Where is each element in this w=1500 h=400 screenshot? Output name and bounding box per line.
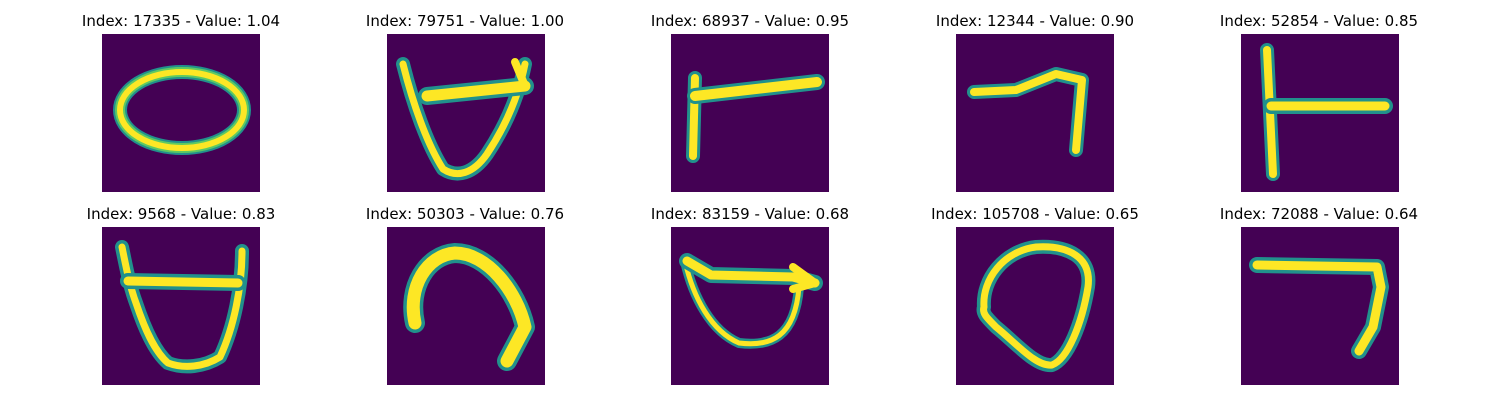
panel-title: Index: 105708 - Value: 0.65 — [931, 205, 1139, 223]
panel-title: Index: 12344 - Value: 0.90 — [935, 12, 1135, 30]
open-cup-icon — [387, 34, 545, 192]
oval-icon — [102, 34, 260, 192]
t-shape-icon — [1241, 34, 1399, 192]
corner-icon — [671, 34, 829, 192]
open-cup-icon — [102, 227, 260, 385]
panel-title: Index: 68937 - Value: 0.95 — [650, 12, 850, 30]
bowl-icon — [671, 227, 829, 385]
panel-title: Index: 17335 - Value: 1.04 — [81, 12, 281, 30]
hook-icon — [1241, 227, 1399, 385]
panel-title: Index: 72088 - Value: 0.64 — [1219, 205, 1419, 223]
loop-icon — [956, 227, 1114, 385]
panel-title: Index: 79751 - Value: 1.00 — [365, 12, 565, 30]
panel-title: Index: 9568 - Value: 0.83 — [86, 205, 276, 223]
hook-icon — [956, 34, 1114, 192]
panel-title: Index: 50303 - Value: 0.76 — [365, 205, 565, 223]
panel-title: Index: 52854 - Value: 0.85 — [1219, 12, 1419, 30]
arch-icon — [387, 227, 545, 385]
panel-title: Index: 83159 - Value: 0.68 — [650, 205, 850, 223]
